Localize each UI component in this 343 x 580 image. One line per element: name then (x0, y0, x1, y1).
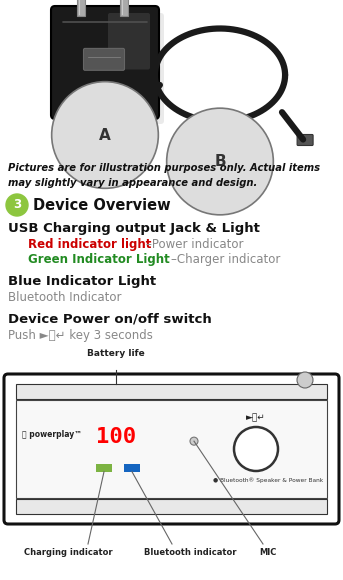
Bar (16, 400, 327, 498)
Text: ● Bluetooth® Speaker & Power Bank: ● Bluetooth® Speaker & Power Bank (213, 477, 323, 483)
Circle shape (297, 372, 313, 388)
Text: MIC: MIC (259, 548, 277, 557)
FancyBboxPatch shape (51, 6, 159, 119)
Bar (16, 499, 327, 514)
Text: B: B (214, 154, 226, 169)
FancyBboxPatch shape (4, 374, 339, 524)
Bar (120, 0, 128, 16)
Circle shape (234, 427, 278, 471)
Text: 3: 3 (13, 198, 21, 212)
FancyBboxPatch shape (126, 105, 144, 117)
Bar (124, 463, 140, 472)
Text: ⓟ powerplay™: ⓟ powerplay™ (22, 430, 82, 439)
Text: ►⏸↵: ►⏸↵ (246, 413, 266, 422)
Text: Pictures are for illustration purposes only. Actual items
may slightly vary in a: Pictures are for illustration purposes o… (8, 163, 320, 188)
Bar (16, 384, 327, 399)
Text: Device Overview: Device Overview (33, 198, 170, 212)
FancyBboxPatch shape (297, 135, 313, 146)
FancyBboxPatch shape (58, 13, 164, 124)
Text: Bluetooth indicator: Bluetooth indicator (144, 548, 236, 557)
Text: Device Power on/off switch: Device Power on/off switch (8, 313, 212, 326)
Text: Green Indicator Light: Green Indicator Light (28, 253, 174, 266)
Text: Red indicator light: Red indicator light (28, 238, 151, 251)
Text: Push ►⏸↵ key 3 seconds: Push ►⏸↵ key 3 seconds (8, 329, 153, 342)
Text: –Power indicator: –Power indicator (146, 238, 244, 251)
Bar (96, 463, 112, 472)
Text: Bluetooth Indicator: Bluetooth Indicator (8, 291, 121, 304)
Text: USB Charging output Jack & Light: USB Charging output Jack & Light (8, 222, 260, 235)
Text: Charging indicator: Charging indicator (24, 548, 112, 557)
Text: A: A (99, 128, 111, 143)
Text: –Charger indicator: –Charger indicator (171, 253, 280, 266)
Circle shape (6, 194, 28, 216)
FancyBboxPatch shape (83, 48, 125, 70)
Circle shape (190, 437, 198, 445)
FancyBboxPatch shape (108, 13, 150, 70)
Text: Battery life: Battery life (87, 349, 145, 358)
Text: Blue Indicator Light: Blue Indicator Light (8, 275, 156, 288)
Text: 100: 100 (96, 427, 136, 447)
Bar (77, 0, 85, 16)
